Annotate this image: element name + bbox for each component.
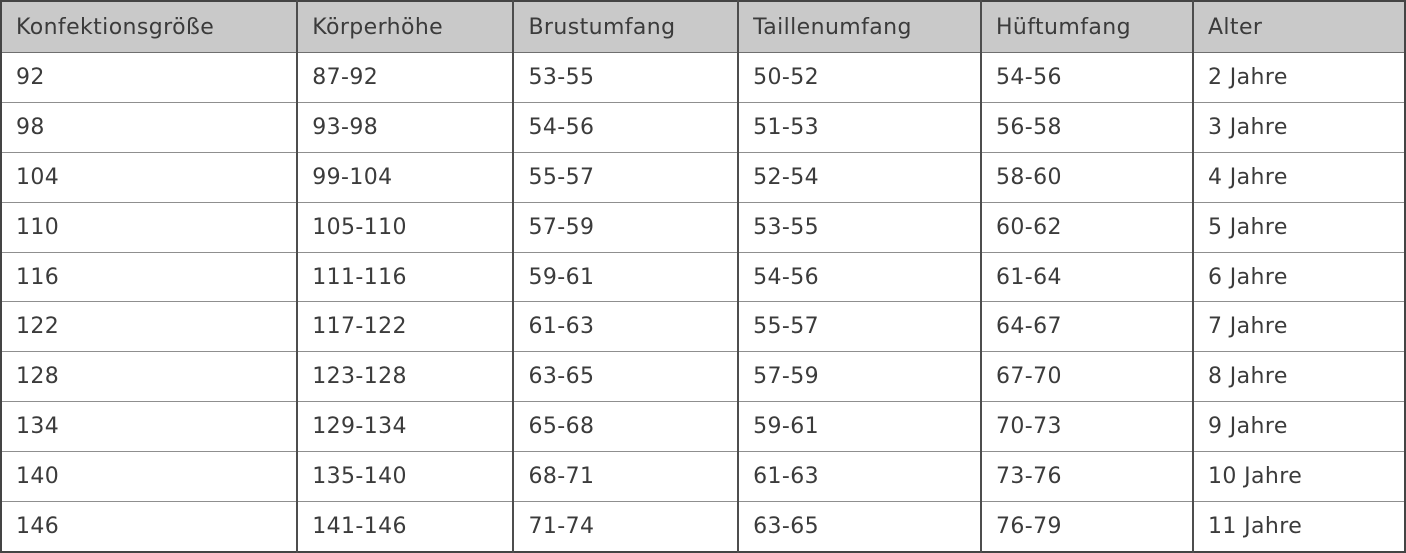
table-cell: 2 Jahre: [1191, 52, 1405, 103]
header-cell: Brustumfang: [512, 1, 739, 53]
table-cell: 11 Jahre: [1191, 501, 1405, 552]
table-cell: 128: [1, 351, 298, 402]
table-header: Konfektionsgröße Körperhöhe Brustumfang Tai…: [1, 1, 1405, 53]
table-cell: 93-98: [296, 101, 514, 153]
table-cell: 55-57: [512, 151, 739, 203]
table-row: 140 135-140 68-71 61-63 73-76 10 Jahre: [1, 451, 1405, 502]
table-cell: 73-76: [979, 451, 1193, 502]
table-cell: 9 Jahre: [1191, 401, 1405, 452]
table-cell: 99-104: [296, 151, 514, 203]
table-cell: 68-71: [512, 451, 739, 502]
table-cell: 105-110: [296, 201, 514, 253]
table-row: 110 105-110 57-59 53-55 60-62 5 Jahre: [1, 201, 1405, 253]
header-cell: Konfektionsgröße: [1, 1, 298, 53]
table-cell: 52-54: [737, 151, 981, 203]
table-cell: 110: [1, 201, 298, 253]
table-row: 116 111-116 59-61 54-56 61-64 6 Jahre: [1, 251, 1405, 302]
table-row: 98 93-98 54-56 51-53 56-58 3 Jahre: [1, 101, 1405, 153]
table-cell: 135-140: [296, 451, 514, 502]
table-cell: 61-63: [512, 301, 739, 352]
table-cell: 71-74: [512, 501, 739, 552]
table-cell: 140: [1, 451, 298, 502]
table-cell: 55-57: [737, 301, 981, 352]
table-cell: 54-56: [512, 101, 739, 153]
table-cell: 104: [1, 151, 298, 203]
table-cell: 53-55: [737, 201, 981, 253]
table-cell: 92: [1, 52, 298, 103]
table-cell: 3 Jahre: [1191, 101, 1405, 153]
table-cell: 98: [1, 101, 298, 153]
table-row: 128 123-128 63-65 57-59 67-70 8 Jahre: [1, 351, 1405, 402]
table-cell: 59-61: [737, 401, 981, 452]
table-cell: 50-52: [737, 52, 981, 103]
table-cell: 87-92: [296, 52, 514, 103]
table-cell: 8 Jahre: [1191, 351, 1405, 402]
table-cell: 54-56: [737, 251, 981, 302]
table-row: 104 99-104 55-57 52-54 58-60 4 Jahre: [1, 151, 1405, 203]
table-cell: 61-63: [737, 451, 981, 502]
header-row: Konfektionsgröße Körperhöhe Brustumfang Tai…: [1, 1, 1405, 53]
header-cell: Taillenumfang: [737, 1, 981, 53]
table-cell: 56-58: [979, 101, 1193, 153]
header-cell: Alter: [1191, 1, 1405, 53]
table-cell: 53-55: [512, 52, 739, 103]
table-cell: 51-53: [737, 101, 981, 153]
table-cell: 129-134: [296, 401, 514, 452]
table-cell: 64-67: [979, 301, 1193, 352]
table-cell: 54-56: [979, 52, 1193, 103]
table-cell: 61-64: [979, 251, 1193, 302]
table-cell: 63-65: [737, 501, 981, 552]
table-cell: 10 Jahre: [1191, 451, 1405, 502]
table-cell: 111-116: [296, 251, 514, 302]
table-cell: 6 Jahre: [1191, 251, 1405, 302]
table-cell: 63-65: [512, 351, 739, 402]
table-cell: 134: [1, 401, 298, 452]
table-cell: 141-146: [296, 501, 514, 552]
table-body: 92 87-92 53-55 50-52 54-56 2 Jahre 98 93-98 54-5…: [1, 52, 1405, 552]
table-cell: 60-62: [979, 201, 1193, 253]
table-cell: 57-59: [737, 351, 981, 402]
table-cell: 4 Jahre: [1191, 151, 1405, 203]
header-cell: Hüftumfang: [979, 1, 1193, 53]
table-cell: 67-70: [979, 351, 1193, 402]
table-cell: 117-122: [296, 301, 514, 352]
table-row: 146 141-146 71-74 63-65 76-79 11 Jahre: [1, 501, 1405, 552]
table-cell: 146: [1, 501, 298, 552]
table-row: 122 117-122 61-63 55-57 64-67 7 Jahre: [1, 301, 1405, 352]
header-cell: Körperhöhe: [296, 1, 514, 53]
table-cell: 58-60: [979, 151, 1193, 203]
table-cell: 70-73: [979, 401, 1193, 452]
table-cell: 116: [1, 251, 298, 302]
table-row: 134 129-134 65-68 59-61 70-73 9 Jahre: [1, 401, 1405, 452]
table-cell: 7 Jahre: [1191, 301, 1405, 352]
table-row: 92 87-92 53-55 50-52 54-56 2 Jahre: [1, 52, 1405, 103]
table-cell: 59-61: [512, 251, 739, 302]
table-cell: 76-79: [979, 501, 1193, 552]
table-cell: 123-128: [296, 351, 514, 402]
table-cell: 122: [1, 301, 298, 352]
table-cell: 57-59: [512, 201, 739, 253]
table-cell: 5 Jahre: [1191, 201, 1405, 253]
table-cell: 65-68: [512, 401, 739, 452]
